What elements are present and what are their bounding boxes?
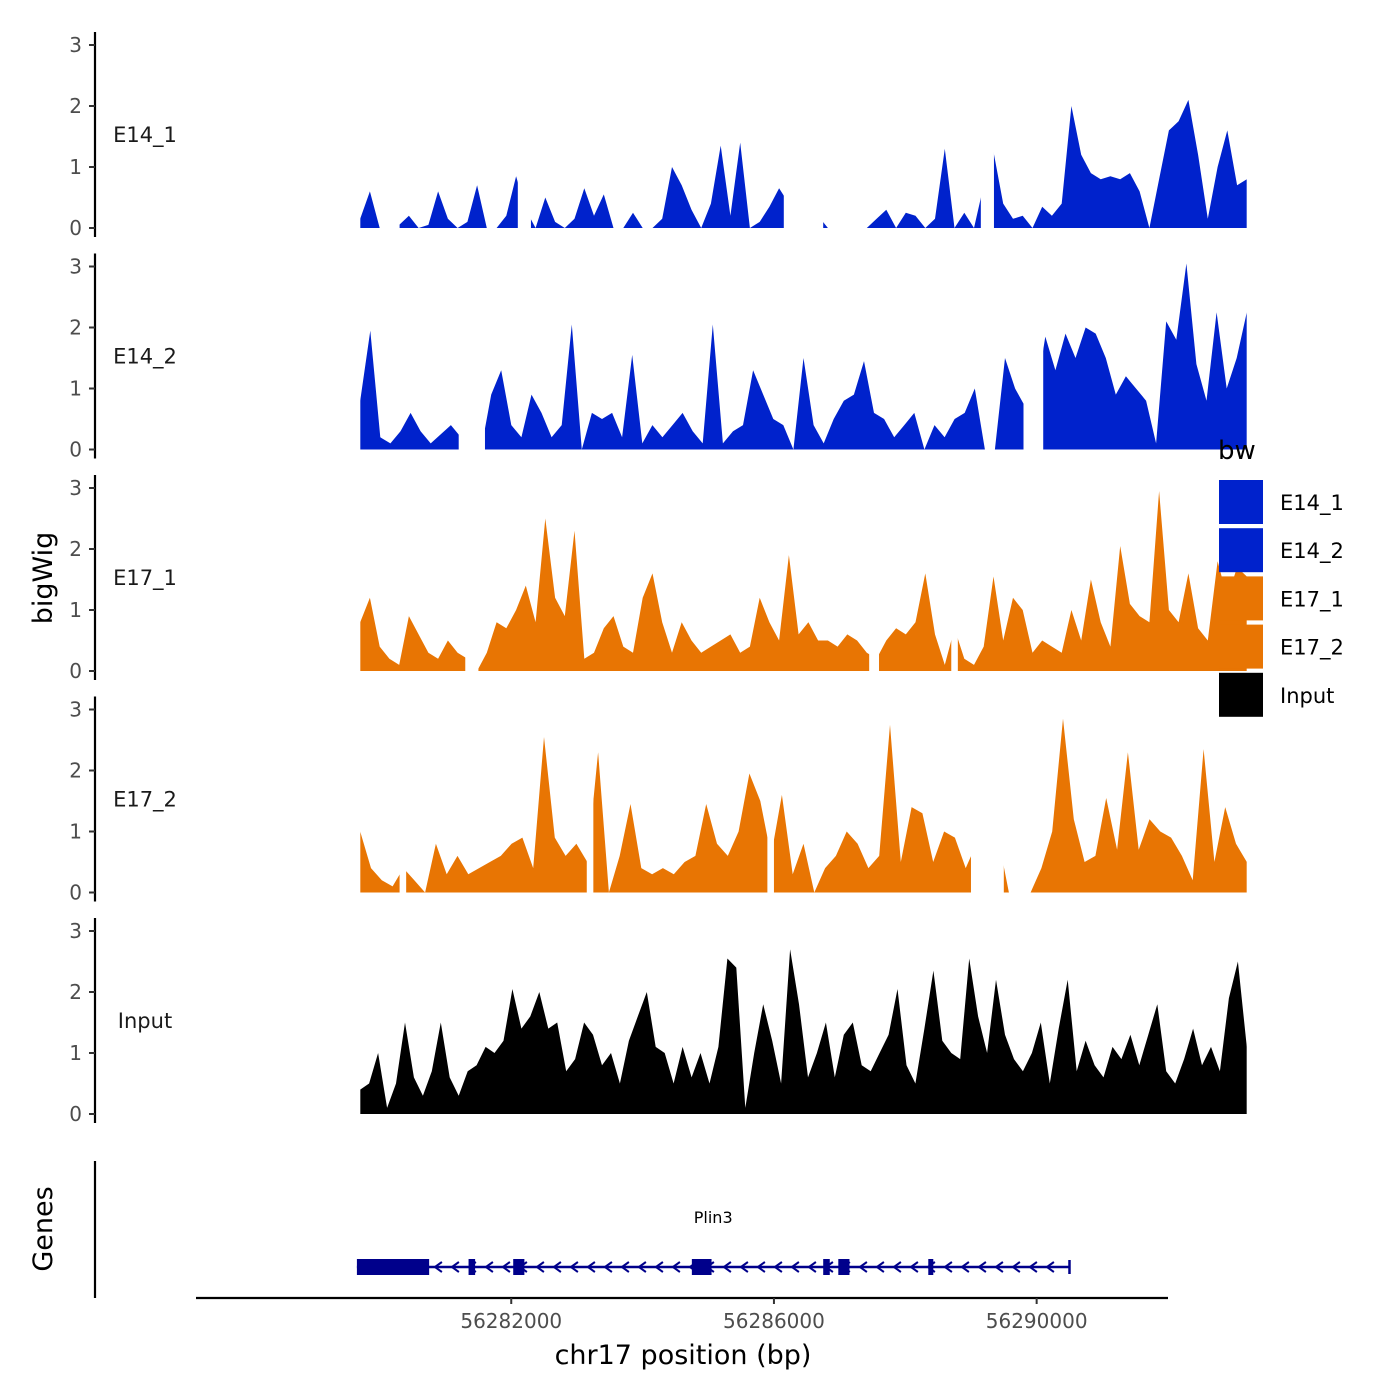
y-tick-label: 3 [69, 919, 82, 943]
strand-arrow [858, 1261, 868, 1273]
y-tick-label: 0 [69, 438, 82, 462]
y-tick-label: 1 [69, 155, 82, 179]
track-label: E17_1 [113, 566, 177, 591]
exon [928, 1259, 934, 1275]
strand-arrow [654, 1261, 664, 1273]
legend-label-Input: Input [1280, 684, 1334, 708]
strand-arrow [569, 1261, 579, 1273]
y-tick-label: 1 [69, 377, 82, 401]
strand-arrow [484, 1261, 494, 1273]
gene-track-label: Genes [28, 1186, 59, 1271]
x-axis: 56282000 56286000 56290000 [196, 1296, 1168, 1333]
strand-arrow [960, 1261, 970, 1273]
y-tick-label: 3 [69, 476, 82, 500]
y-tick-label: 0 [69, 216, 82, 240]
legend: bw E14_1 E14_2 E17_1 E17_2 Input [1218, 436, 1344, 717]
strand-arrow [892, 1261, 902, 1273]
exon [823, 1259, 830, 1275]
strand-arrow [671, 1261, 681, 1273]
track-label: E14_1 [113, 123, 177, 148]
strand-arrow [433, 1261, 443, 1273]
exon [838, 1259, 850, 1275]
strand-arrow [722, 1261, 732, 1273]
strand-arrow [552, 1261, 562, 1273]
legend-swatch-E17_1 [1219, 576, 1263, 621]
strand-arrow [807, 1261, 817, 1273]
y-tick-label: 2 [69, 980, 82, 1004]
strand-arrow [977, 1261, 987, 1273]
y-tick-label: 2 [69, 94, 82, 118]
x-tick-label: 56282000 [460, 1309, 562, 1333]
track-area-E17_1 [360, 491, 1247, 671]
strand-arrow [603, 1261, 613, 1273]
track-label: E14_2 [113, 345, 177, 370]
y-tick-label: 1 [69, 1041, 82, 1065]
exon [691, 1259, 712, 1275]
strand-arrow [586, 1261, 596, 1273]
strand-arrow [994, 1261, 1004, 1273]
gene-track: Genes Plin3 [28, 1161, 1071, 1298]
strand-arrow [620, 1261, 630, 1273]
track-label: E17_2 [113, 788, 177, 813]
exon [468, 1259, 476, 1275]
strand-arrow [1045, 1261, 1055, 1273]
y-tick-label: 0 [69, 659, 82, 683]
legend-swatch-E14_1 [1219, 480, 1263, 524]
strand-arrow [450, 1261, 460, 1273]
y-tick-label: 3 [69, 255, 82, 279]
track-area-E14_2 [360, 263, 1247, 450]
strand-arrow [535, 1261, 545, 1273]
strand-arrow [1011, 1261, 1021, 1273]
track-panel-E17_2: 0 1 2 3 E17_2 [69, 696, 1247, 905]
x-axis-title: chr17 position (bp) [555, 1340, 812, 1371]
legend-label-E14_2: E14_2 [1280, 539, 1344, 564]
track-area-E14_1 [360, 99, 1247, 229]
gene-name: Plin3 [694, 1208, 733, 1227]
legend-label-E17_2: E17_2 [1280, 636, 1344, 661]
track-panel-E14_1: 0 1 2 3 E14_1 [69, 32, 1247, 240]
tracks-layer: 0 1 2 3 E14_1 0 1 2 3 E14_2 0 1 2 3 E17_1 0 1 2 3 E17_2 0 1 2 3… [69, 32, 1247, 1126]
legend-label-E14_1: E14_1 [1280, 491, 1344, 516]
strand-arrow [501, 1261, 511, 1273]
legend-swatch-E17_2 [1219, 624, 1263, 669]
strand-arrow [875, 1261, 885, 1273]
exon [356, 1259, 430, 1275]
x-tick-label: 56290000 [986, 1309, 1088, 1333]
track-area-E17_2 [360, 718, 1247, 893]
legend-title: bw [1218, 436, 1256, 466]
y-tick-label: 0 [69, 881, 82, 905]
legend-swatch-E14_2 [1219, 528, 1263, 573]
y-tick-label: 2 [69, 759, 82, 783]
legend-label-E17_1: E17_1 [1280, 587, 1344, 612]
track-panel-E17_1: 0 1 2 3 E17_1 [69, 475, 1247, 683]
strand-arrow [1028, 1261, 1038, 1273]
strand-arrow [909, 1261, 919, 1273]
strand-arrow [637, 1261, 647, 1273]
strand-arrow [739, 1261, 749, 1273]
strand-arrow [943, 1261, 953, 1273]
y-tick-label: 2 [69, 316, 82, 340]
x-tick-label: 56286000 [723, 1309, 825, 1333]
track-panel-E14_2: 0 1 2 3 E14_2 [69, 253, 1247, 462]
y-tick-label: 3 [69, 698, 82, 722]
y-tick-label: 3 [69, 33, 82, 57]
track-panel-Input: 0 1 2 3 Input [69, 918, 1247, 1126]
strand-arrow [756, 1261, 766, 1273]
strand-arrow [790, 1261, 800, 1273]
y-tick-label: 2 [69, 537, 82, 561]
y-axis-title: bigWig [28, 532, 59, 625]
y-tick-label: 0 [69, 1102, 82, 1126]
track-label: Input [118, 1009, 172, 1033]
strand-arrow [773, 1261, 783, 1273]
track-area-Input [360, 949, 1247, 1114]
y-tick-label: 1 [69, 598, 82, 622]
legend-swatch-Input [1219, 672, 1263, 717]
exon [513, 1259, 525, 1275]
y-tick-label: 1 [69, 820, 82, 844]
